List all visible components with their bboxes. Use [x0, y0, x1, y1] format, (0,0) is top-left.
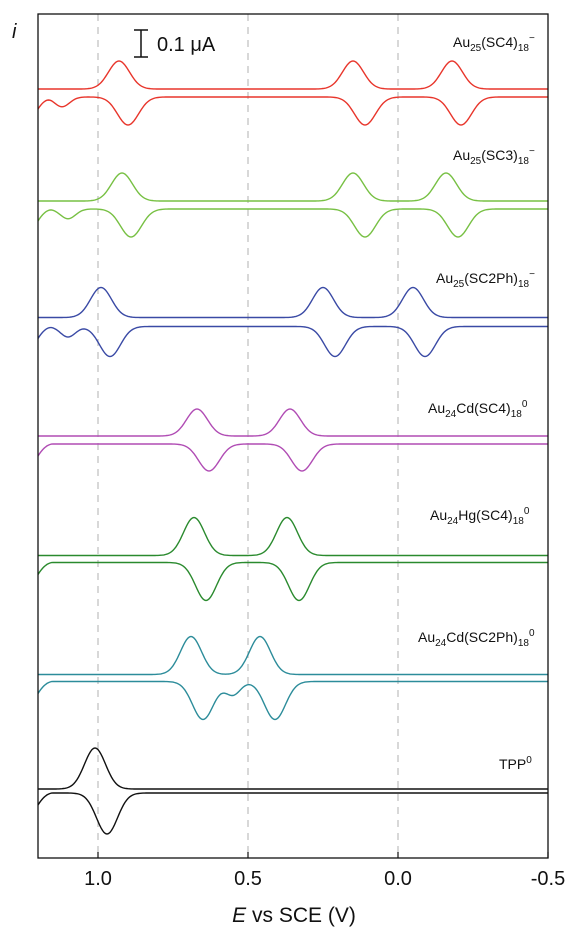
y-axis-label: i: [12, 21, 17, 43]
x-axis-label: E vs SCE (V): [232, 904, 356, 927]
series-2-reverse-sweep: [37, 325, 548, 358]
series-0-forward-sweep: [38, 60, 548, 90]
x-axis-label-text: vs SCE (V): [246, 904, 356, 927]
series-label: Au25(SC3)18−: [453, 146, 535, 167]
x-axis-ticks: 1.0 0.5 0.0 -0.5: [84, 852, 565, 890]
series-0-reverse-sweep: [37, 96, 548, 126]
series-label: Au24Hg(SC4)180: [430, 506, 530, 527]
x-tick-label: -0.5: [531, 868, 565, 890]
series-label: TPP0: [499, 755, 532, 772]
series-label: Au25(SC2Ph)18−: [436, 269, 535, 290]
series-3-reverse-sweep: [37, 443, 548, 472]
x-tick-label: 1.0: [84, 868, 112, 890]
x-tick-label: 0.0: [384, 868, 412, 890]
series-1-reverse-sweep: [37, 208, 548, 238]
x-axis-label-symbol: E: [232, 904, 247, 927]
series-6-forward-sweep: [38, 747, 548, 790]
series-label: Au24Cd(SC4)180: [428, 399, 528, 420]
series-1-forward-sweep: [38, 172, 548, 202]
series-4-reverse-sweep: [37, 561, 548, 602]
voltammogram-curves: [37, 60, 548, 835]
series-5-reverse-sweep: [37, 680, 548, 721]
scale-bar-label: 0.1 μA: [157, 34, 216, 56]
series-label: Au25(SC4)18−: [453, 33, 535, 54]
series-6-reverse-sweep: [37, 792, 548, 835]
series-5-forward-sweep: [38, 635, 548, 676]
plot-frame: [37, 13, 549, 859]
x-tick-label: 0.5: [234, 868, 262, 890]
series-2-forward-sweep: [38, 286, 548, 319]
series-labels: Au25(SC4)18− Au25(SC3)18− Au25(SC2Ph)18− Au…: [418, 33, 535, 772]
series-3-forward-sweep: [38, 408, 548, 437]
series-4-forward-sweep: [38, 516, 548, 557]
scale-bar: 0.1 μA: [134, 29, 216, 58]
series-label: Au24Cd(SC2Ph)180: [418, 628, 535, 649]
